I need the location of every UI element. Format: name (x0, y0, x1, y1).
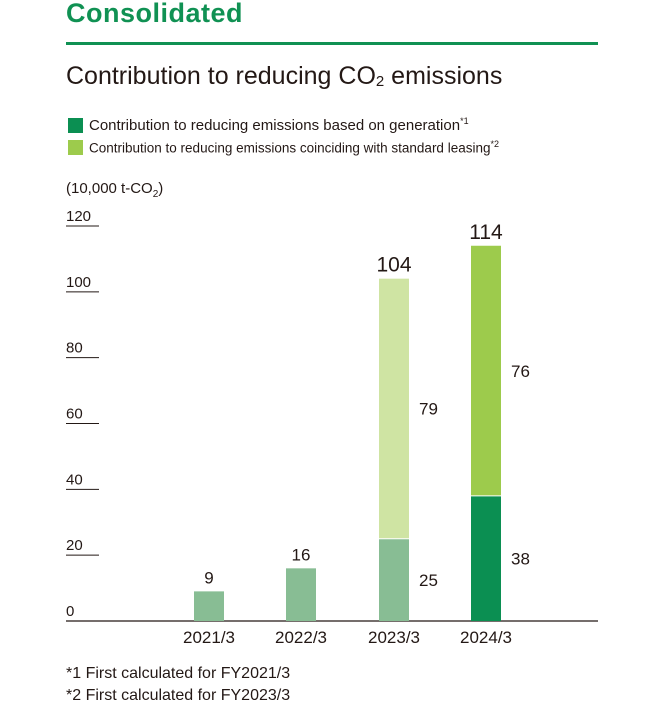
x-tick-label: 2024/3 (460, 628, 512, 647)
data-label-generation: 25 (419, 571, 438, 590)
data-label-generation: 38 (511, 549, 530, 568)
legend-text-generation: Contribution to reducing emissions based… (89, 117, 461, 134)
legend-item-leasing: Contribution to reducing emissions coinc… (68, 137, 499, 157)
bar-generation (194, 591, 224, 621)
legend-note-leasing: *2 (490, 138, 499, 149)
data-label-total: 9 (204, 568, 213, 587)
unit-end: ) (158, 180, 164, 197)
chart-title-main: Contribution to reducing CO (66, 62, 376, 90)
y-tick-label: 120 (66, 208, 91, 225)
legend-label-leasing: Contribution to reducing emissions coinc… (89, 139, 499, 156)
y-tick-label: 0 (66, 603, 74, 620)
legend-swatch-leasing (68, 139, 83, 155)
y-axis-unit-label: (10,000 t-CO2) (66, 180, 163, 200)
bar-generation (471, 495, 501, 621)
bar-leasing (379, 278, 409, 539)
footnote-1: *1 First calculated for FY2021/3 (66, 665, 291, 682)
section-divider (66, 42, 598, 45)
unit-subscript: 2 (152, 189, 159, 200)
y-tick-label: 20 (66, 537, 83, 554)
data-label-leasing: 79 (419, 400, 438, 419)
y-tick-label: 80 (66, 340, 83, 357)
bar-generation (379, 538, 409, 621)
data-label-total: 114 (469, 221, 503, 244)
section-title: Consolidated (66, 0, 244, 28)
data-label-total: 104 (376, 254, 411, 277)
bar-leasing (471, 245, 501, 496)
x-tick-label: 2022/3 (275, 628, 327, 647)
legend-item-generation: Contribution to reducing emissions based… (68, 115, 499, 135)
legend-label-generation: Contribution to reducing emissions based… (89, 116, 469, 134)
data-label-leasing: 76 (511, 362, 530, 381)
y-tick-label: 40 (66, 471, 83, 488)
legend-note-generation: *1 (460, 116, 469, 126)
x-tick-label: 2023/3 (368, 628, 420, 647)
legend-text-leasing: Contribution to reducing emissions coinc… (89, 140, 491, 156)
unit-main: (10,000 t-CO (66, 180, 153, 197)
chart-legend: Contribution to reducing emissions based… (68, 115, 499, 159)
x-tick-label: 2021/3 (183, 628, 235, 647)
chart-title-end: emissions (384, 62, 503, 90)
chart-title-subscript: 2 (375, 73, 385, 90)
legend-swatch-generation (68, 117, 83, 133)
data-label-total: 16 (292, 545, 311, 564)
chart-title: Contribution to reducing CO2 emissions (66, 62, 502, 91)
bar-generation (286, 568, 316, 621)
stacked-bar-chart: 0 20 40 60 80 100 120 2021/3 9 2022/3 16 2023/3 25 79… (66, 208, 598, 647)
footnotes: *1 First calculated for FY2021/3 *2 Firs… (66, 663, 290, 707)
footnote-2: *2 First calculated for FY2023/3 (66, 687, 291, 704)
y-tick-label: 60 (66, 406, 83, 423)
y-tick-label: 100 (66, 274, 91, 291)
